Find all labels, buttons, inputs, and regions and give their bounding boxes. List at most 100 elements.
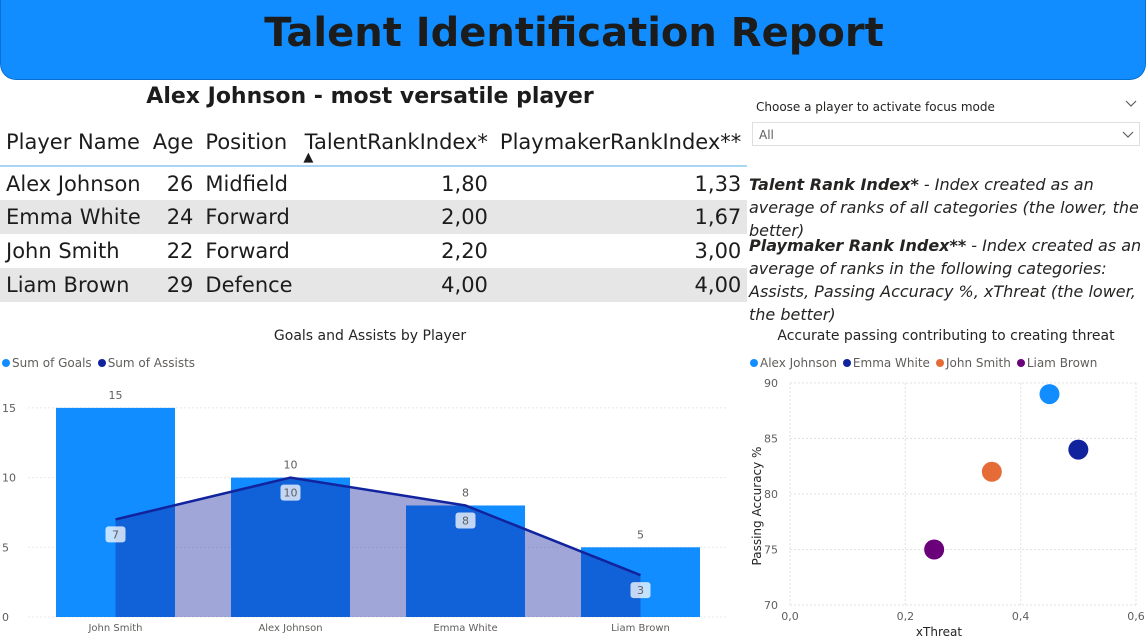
point-liam-brown[interactable] [924, 539, 945, 560]
area-assists [115, 477, 641, 617]
point-alex-johnson[interactable] [1039, 384, 1060, 405]
x-tick-label: 0,2 [897, 610, 915, 623]
talent-rank-note-title: Talent Rank Index* [749, 175, 919, 194]
cell-position: Forward [199, 200, 299, 234]
table-row[interactable]: John Smith 22 Forward 2,20 3,00 [0, 234, 747, 268]
legend-item-goals[interactable]: Sum of Goals [2, 356, 92, 370]
cell-talent-rank-index: 2,00 [298, 200, 494, 234]
y-tick-label: 0 [2, 611, 9, 624]
y-tick-label: 70 [764, 599, 778, 612]
column-header-playmaker-rank-index[interactable]: PlaymakerRankIndex** [493, 118, 748, 167]
legend-label-john-smith: John Smith [945, 356, 1011, 370]
goals-assists-legend: Sum of Goals Sum of Assists [2, 356, 201, 370]
legend-label-alex-johnson: Alex Johnson [760, 356, 837, 370]
data-label-assists-bg [630, 582, 651, 599]
legend-label-goals: Sum of Goals [12, 356, 92, 370]
scatter-chart: 0,0 0,2 0,4 0,6 70 75 80 85 90 xThreat Passing Acc… [750, 377, 1145, 639]
table-row[interactable]: Alex Johnson 26 Midfield 1,80 1,33 [0, 166, 747, 200]
chevron-down-icon[interactable] [1124, 96, 1138, 110]
point-emma-white[interactable] [1068, 439, 1089, 460]
table-header-row: Player Name Age Position ▲ TalentRankInde… [0, 118, 748, 167]
column-header-age[interactable]: Age [146, 118, 200, 167]
cell-position: Midfield [205, 171, 289, 196]
cell-player-name: Emma White [0, 200, 147, 234]
table-row[interactable]: Emma White 24 Forward 2,00 1,67 [0, 200, 748, 234]
table-row[interactable]: Liam Brown 29 Defence 4,00 4,00 [0, 268, 748, 302]
talent-rank-note: Talent Rank Index* - Index created as an… [749, 173, 1144, 242]
talent-rank-note-text: - Index created as an average of ranks o… [749, 175, 1139, 240]
cell-age: 24 [146, 200, 200, 234]
data-label-assists: 10 [284, 487, 298, 500]
y-tick-label: 10 [2, 472, 16, 485]
column-header-talent-rank-index[interactable]: TalentRankIndex* [298, 118, 494, 167]
data-label-assists: 3 [637, 584, 644, 597]
x-tick-label: 0,4 [1012, 610, 1030, 623]
x-tick-label: Alex Johnson [258, 623, 322, 634]
cell-talent-rank-index: 2,20 [441, 239, 488, 263]
data-label-goals: 5 [637, 528, 644, 541]
cell-playmaker-rank-index: 1,33 [694, 171, 742, 196]
playmaker-rank-note: Playmaker Rank Index** - Index created a… [749, 234, 1144, 326]
cell-playmaker-rank-index: 3,00 [694, 239, 742, 263]
data-label-assists-bg [280, 484, 301, 501]
cell-talent-rank-index: 1,80 [441, 171, 488, 196]
y-tick-label: 80 [764, 488, 778, 501]
point-john-smith[interactable] [981, 461, 1002, 482]
column-header-position[interactable]: Position ▲ [199, 118, 313, 167]
legend-label-assists: Sum of Assists [107, 356, 196, 370]
y-tick-label: 85 [764, 433, 778, 446]
cell-player-name: John Smith [6, 239, 120, 263]
legend-dot-emma-white [842, 359, 851, 367]
x-tick-label: John Smith [87, 623, 142, 634]
slicer-selected-value: All [759, 128, 774, 142]
slicer-label: Choose a player to activate focus mode [756, 100, 995, 114]
legend-item-assists[interactable]: Sum of Assists [97, 356, 196, 370]
cell-age: 26 [166, 171, 194, 196]
legend-dot-john-smith [935, 359, 944, 367]
cell-talent-rank-index: 4,00 [298, 268, 494, 302]
cell-position: Forward [205, 239, 290, 263]
playmaker-rank-note-title: Playmaker Rank Index** [749, 236, 967, 255]
legend-label-liam-brown: Liam Brown [1026, 356, 1098, 370]
legend-item-liam-brown[interactable]: Liam Brown [1016, 356, 1098, 370]
x-tick-label: 0,6 [1127, 610, 1145, 623]
players-table: Player Name Age Position ▲ TalentRankInde… [0, 118, 748, 302]
data-label-assists-bg [455, 512, 476, 529]
data-label-goals: 8 [462, 486, 469, 499]
bar-goals-alex-johnson[interactable] [231, 477, 350, 617]
cell-age: 22 [166, 239, 194, 263]
legend-item-alex-johnson[interactable]: Alex Johnson [750, 356, 837, 370]
legend-dot-alex-johnson [750, 359, 758, 367]
cell-player-name: Alex Johnson [6, 171, 141, 196]
data-label-goals: 10 [284, 459, 298, 472]
cell-player-name: Liam Brown [0, 268, 147, 302]
table-title: Alex Johnson - most versatile player [146, 84, 594, 109]
legend-item-emma-white[interactable]: Emma White [842, 356, 930, 370]
bar-goals-john-smith[interactable] [56, 407, 175, 617]
goals-assists-chart-title: Goals and Assists by Player [273, 328, 467, 344]
playmaker-rank-note-text: - Index created as an average of ranks i… [749, 236, 1142, 324]
cell-playmaker-rank-index: 4,00 [493, 268, 748, 302]
data-label-goals: 15 [109, 389, 123, 402]
legend-item-john-smith[interactable]: John Smith [935, 356, 1011, 370]
player-slicer-dropdown[interactable]: All [752, 122, 1140, 146]
y-axis-title: Passing Accuracy % [750, 447, 764, 566]
data-label-assists-bg [105, 526, 126, 543]
y-tick-label: 15 [2, 402, 16, 415]
cell-age: 29 [146, 268, 200, 302]
data-label-assists: 8 [462, 514, 469, 527]
cell-position: Defence [199, 268, 299, 302]
report-banner: Talent Identification Report [0, 0, 1146, 80]
legend-dot-goals [2, 359, 10, 367]
legend-label-emma-white: Emma White [852, 356, 930, 370]
column-header-player-name[interactable]: Player Name [0, 118, 147, 167]
x-tick-label: 0,0 [781, 610, 799, 623]
y-tick-label: 5 [2, 541, 9, 554]
chevron-down-icon [1122, 131, 1134, 138]
y-tick-label: 90 [764, 377, 778, 390]
x-tick-label: Liam Brown [611, 623, 670, 634]
scatter-legend: Alex Johnson Emma White John Smith Liam … [750, 356, 1103, 370]
line-assists[interactable] [115, 476, 641, 577]
scatter-chart-title: Accurate passing contributing to creatin… [777, 328, 1115, 344]
data-label-assists: 7 [112, 528, 119, 541]
